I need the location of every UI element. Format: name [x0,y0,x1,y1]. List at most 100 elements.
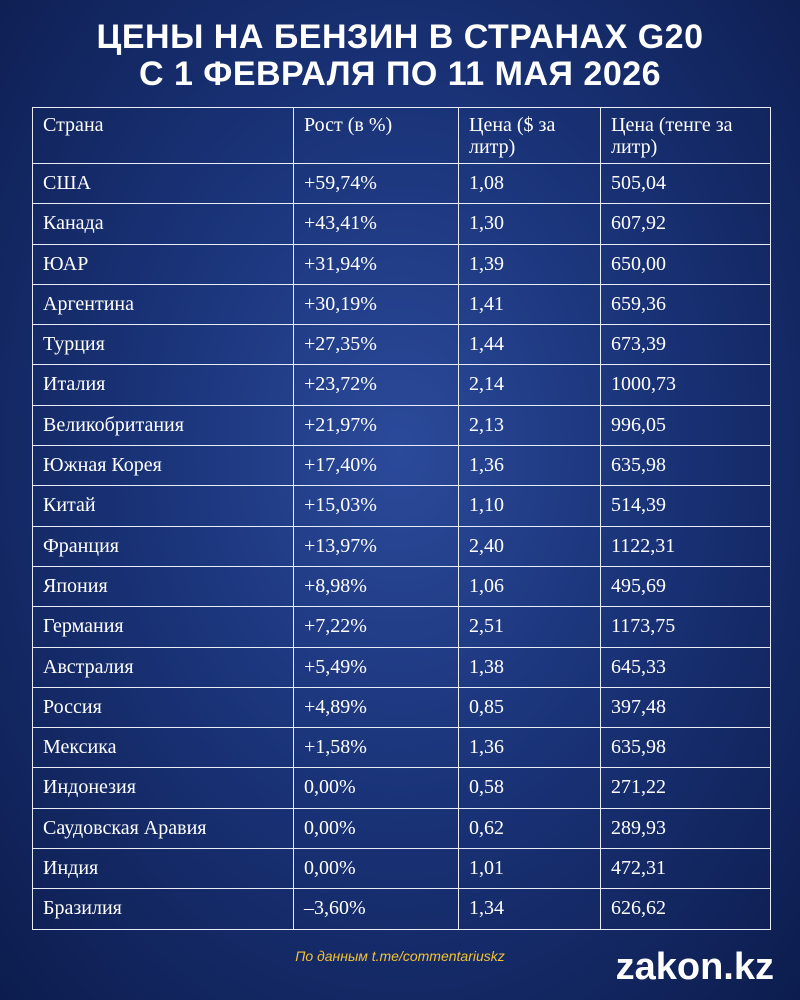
table-cell: Китай [32,485,294,527]
table-cell: 1,41 [458,283,601,326]
table-row: ЮАР +31,94% 1,39 650,00 [32,243,771,285]
table-cell: +30,19% [293,283,459,326]
table-cell: Южная Корея [32,445,294,487]
table-row: Франция +13,97% 2,40 1122,31 [32,525,771,567]
table-row: Канада +43,41% 1,30 607,92 [32,203,771,245]
table-cell: 1,08 [458,162,601,205]
table-cell: 607,92 [600,203,771,245]
table-cell: +1,58% [293,727,459,769]
table-cell: Россия [32,686,294,729]
table-cell: +7,22% [293,606,459,648]
table-cell: +4,89% [293,686,459,729]
table-body: Страна Рост (в %) Цена ($ за литр) Цена (те… [32,107,771,930]
table-cell: 495,69 [600,565,771,608]
table-cell: +21,97% [293,404,459,447]
table-cell: 1,34 [458,888,601,930]
table-row: Саудовская Аравия 0,00% 0,62 289,93 [32,807,771,850]
table-cell: 645,33 [600,646,771,688]
table-cell: Канада [32,203,294,245]
table-cell: 0,62 [458,807,601,850]
table-row: Германия +7,22% 2,51 1173,75 [32,606,771,648]
table-cell: Италия [32,364,294,406]
table-cell: Великобритания [32,404,294,447]
table-cell: 659,36 [600,283,771,326]
table-row: Южная Корея +17,40% 1,36 635,98 [32,445,771,487]
table-cell: США [32,162,294,205]
table-cell: 626,62 [600,888,771,930]
table-cell: 2,14 [458,364,601,406]
table-cell: +17,40% [293,445,459,487]
table-cell: –3,60% [293,888,459,930]
table-cell: 0,00% [293,848,459,890]
table-cell: +27,35% [293,324,459,366]
table-cell: Франция [32,525,294,567]
table-cell: 635,98 [600,445,771,487]
table-row: Россия +4,89% 0,85 397,48 [32,686,771,729]
table-row: Япония +8,98% 1,06 495,69 [32,565,771,608]
table-cell: +5,49% [293,646,459,688]
table-cell: 0,58 [458,767,601,809]
price-table: Страна Рост (в %) Цена ($ за литр) Цена (те… [32,107,771,930]
table-cell: 514,39 [600,485,771,527]
table-cell: Мексика [32,727,294,769]
header-cell: Страна [32,107,294,164]
table-row: Италия +23,72% 2,14 1000,73 [32,364,771,406]
table-cell: 271,22 [600,767,771,809]
table-row: Китай +15,03% 1,10 514,39 [32,485,771,527]
table-cell: 1,38 [458,646,601,688]
table-cell: Индонезия [32,767,294,809]
table-cell: +13,97% [293,525,459,567]
table-cell: 635,98 [600,727,771,769]
table-cell: 2,40 [458,525,601,567]
table-cell: 2,13 [458,404,601,447]
table-cell: 505,04 [600,162,771,205]
table-cell: Япония [32,565,294,608]
table-cell: Турция [32,324,294,366]
title-line: ЦЕНЫ НА БЕНЗИН В СТРАНАХ G20 [96,18,704,56]
table-row: США +59,74% 1,08 505,04 [32,162,771,205]
table-cell: 0,00% [293,767,459,809]
table-row: Великобритания +21,97% 2,13 996,05 [32,404,771,447]
table-cell: 673,39 [600,324,771,366]
source-note: По данным t.me/commentariuskz [295,948,505,964]
table-cell: +23,72% [293,364,459,406]
table-row: Австралия +5,49% 1,38 645,33 [32,646,771,688]
table-cell: 650,00 [600,243,771,285]
table-cell: +15,03% [293,485,459,527]
table-cell: 397,48 [600,686,771,729]
table-cell: 1,06 [458,565,601,608]
table-cell: Индия [32,848,294,890]
table-cell: 1000,73 [600,364,771,406]
table-cell: +59,74% [293,162,459,205]
table-cell: 996,05 [600,404,771,447]
table-cell: 0,85 [458,686,601,729]
table-cell: 1,39 [458,243,601,285]
title-line: С 1 ФЕВРАЛЯ ПО 11 МАЯ 2026 [138,55,662,93]
header-cell: Цена (тенге за литр) [600,107,771,164]
header-cell: Рост (в %) [293,107,459,164]
table-cell: +31,94% [293,243,459,285]
table-cell: Саудовская Аравия [32,807,294,850]
table-cell: Австралия [32,646,294,688]
table-cell: 1,10 [458,485,601,527]
table-cell: 1,36 [458,727,601,769]
table-cell: 1122,31 [600,525,771,567]
table-cell: 472,31 [600,848,771,890]
table-cell: 0,00% [293,807,459,850]
table-cell: 1,01 [458,848,601,890]
table-cell: 289,93 [600,807,771,850]
logo: zakon.kz [615,946,774,988]
table-cell: +8,98% [293,565,459,608]
header-row: Страна Рост (в %) Цена ($ за литр) Цена (те… [32,107,771,164]
table-cell: Бразилия [32,888,294,930]
table-cell: 1,30 [458,203,601,245]
table-row: Индонезия 0,00% 0,58 271,22 [32,767,771,809]
table-cell: ЮАР [32,243,294,285]
table-cell: Аргентина [32,283,294,326]
table-cell: 2,51 [458,606,601,648]
header-cell: Цена ($ за литр) [458,107,601,164]
table-cell: 1,36 [458,445,601,487]
table-cell: +43,41% [293,203,459,245]
table-cell: Германия [32,606,294,648]
